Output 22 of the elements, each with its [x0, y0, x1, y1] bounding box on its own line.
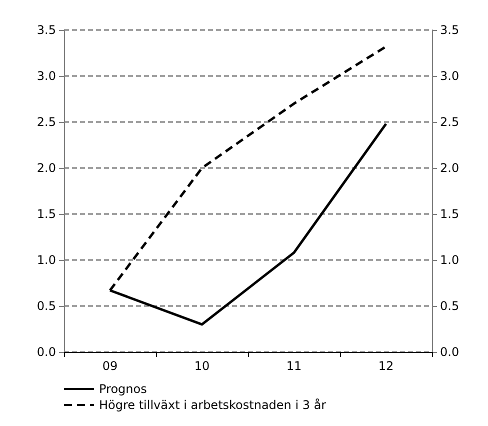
x-tick-label: 11 — [286, 359, 302, 373]
y-tick-label: 1.0 — [36, 253, 56, 267]
y-tick-label: 1.5 — [36, 207, 56, 221]
y-tick-label: 3.0 — [36, 69, 56, 83]
y2-tick-label: 1.5 — [440, 207, 460, 221]
y-tick-label: 0.5 — [36, 299, 56, 313]
x-tick-label: 12 — [378, 359, 394, 373]
y2-tick-label: 3.5 — [440, 23, 460, 37]
y-tick-label: 2.5 — [36, 115, 56, 129]
y-tick-label: 2.0 — [36, 161, 56, 175]
y2-tick-label: 0.5 — [440, 299, 460, 313]
y2-tick-label: 3.0 — [440, 69, 460, 83]
y-tick-label: 0.0 — [36, 345, 56, 359]
y2-tick-label: 2.0 — [440, 161, 460, 175]
y2-tick-label: 0.0 — [440, 345, 460, 359]
legend-label: Högre tillväxt i arbetskostnaden i 3 år — [99, 398, 326, 412]
y-tick-label: 3.5 — [36, 23, 56, 37]
legend-label: Prognos — [99, 382, 147, 396]
x-tick-label: 09 — [102, 359, 118, 373]
x-tick-label: 10 — [194, 359, 210, 373]
y2-tick-label: 2.5 — [440, 115, 460, 129]
y2-tick-label: 1.0 — [440, 253, 460, 267]
